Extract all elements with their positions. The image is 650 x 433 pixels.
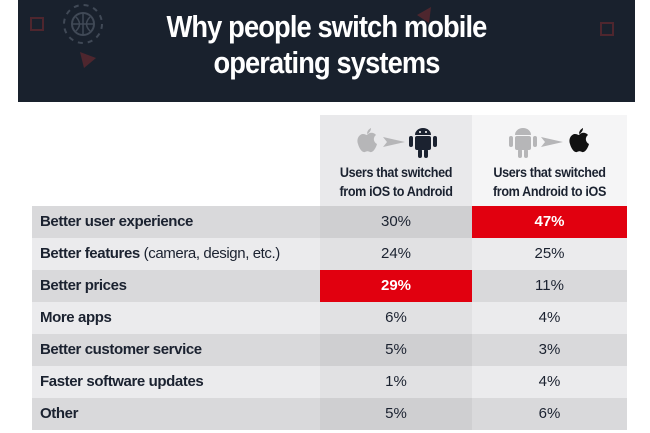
arrow-right-icon (383, 137, 405, 147)
value-ios-to-android: 1% (320, 366, 472, 398)
value-ios-to-android: 6% (320, 302, 472, 334)
value-ios-to-android: 24% (320, 238, 472, 270)
row-label: Faster software updates (32, 366, 320, 398)
triangle-decoration-icon (417, 7, 431, 23)
row-label: Better customer service (32, 334, 320, 366)
value-android-to-ios: 25% (472, 238, 627, 270)
triangle-decoration-icon (80, 52, 96, 68)
row-label: Other (32, 398, 320, 430)
apple-icon (568, 128, 589, 153)
row-label: More apps (32, 302, 320, 334)
value-ios-to-android: 30% (320, 206, 472, 238)
globe-icon (63, 4, 103, 44)
value-android-to-ios: 47% (472, 206, 627, 238)
square-decoration-icon (30, 17, 44, 31)
row-label: Better prices (32, 270, 320, 302)
row-label: Better user experience (32, 206, 320, 238)
value-ios-to-android: 29% (320, 270, 472, 302)
value-ios-to-android: 5% (320, 398, 472, 430)
table-row: More apps 6% 4% (32, 302, 627, 334)
column-header-android-to-ios: Users that switched from Android to iOS (472, 115, 627, 206)
table-row: Better user experience 30% 47% (32, 206, 627, 238)
arrow-right-icon (540, 137, 563, 147)
value-android-to-ios: 4% (472, 366, 627, 398)
square-decoration-icon (600, 22, 614, 36)
table-row: Faster software updates 1% 4% (32, 366, 627, 398)
value-android-to-ios: 3% (472, 334, 627, 366)
apple-icon (357, 128, 377, 153)
android-icon (409, 128, 437, 158)
table-row: Better features (camera, design, etc.) 2… (32, 238, 627, 270)
android-icon (508, 128, 537, 158)
table-row: Better prices 29% 11% (32, 270, 627, 302)
table-row: Better customer service 5% 3% (32, 334, 627, 366)
value-android-to-ios: 4% (472, 302, 627, 334)
table-row: Other 5% 6% (32, 398, 627, 430)
column-header-ios-to-android: Users that switched from iOS to Android (320, 115, 472, 206)
title-banner: Why people switch mobile operating syste… (18, 0, 635, 102)
row-label: Better features (camera, design, etc.) (32, 238, 320, 270)
page-title: Why people switch mobile operating syste… (166, 9, 488, 80)
value-android-to-ios: 11% (472, 270, 627, 302)
value-android-to-ios: 6% (472, 398, 627, 430)
value-ios-to-android: 5% (320, 334, 472, 366)
